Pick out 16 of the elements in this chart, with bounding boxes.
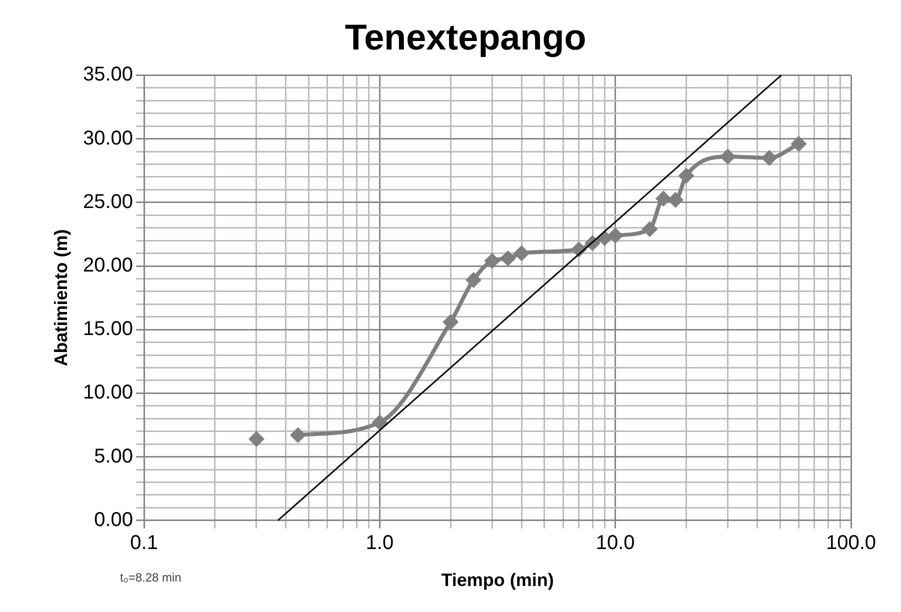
x-tick-label: 0.1 — [130, 532, 158, 554]
y-tick-label: 30.00 — [82, 127, 134, 150]
y-tick-label: 25.00 — [82, 190, 134, 213]
text: t₀=8.28 min — [120, 570, 182, 584]
y-axis-title: Abatimiento (m) — [50, 229, 71, 366]
x-tick-label: 100.0 — [826, 532, 876, 554]
y-tick-label: 15.00 — [82, 318, 134, 340]
y-tick-label: 5.00 — [94, 445, 134, 468]
chart-title: Tenextepango — [344, 16, 586, 58]
y-tick-label: 35.00 — [82, 64, 134, 86]
x-axis-title: Tiempo (min) — [441, 570, 554, 590]
y-tick-label: 0.00 — [94, 508, 134, 531]
x-tick-label: 1.0 — [366, 532, 394, 554]
x-tick-label: 10.0 — [596, 532, 635, 554]
y-tick-label: 10.00 — [82, 382, 134, 404]
y-tick-label: 20.00 — [82, 254, 134, 277]
